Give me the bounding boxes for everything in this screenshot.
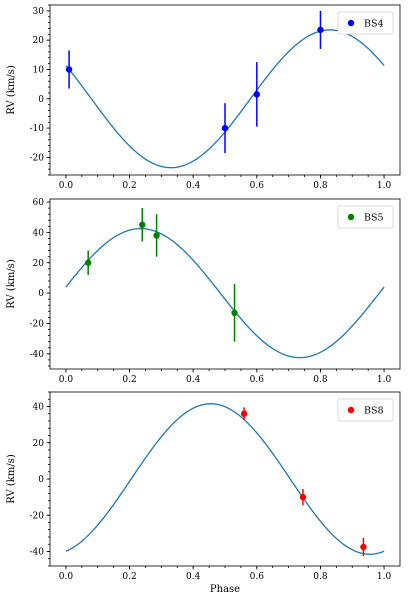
data-point	[317, 26, 324, 34]
x-tick-label: 0.8	[313, 375, 328, 385]
x-tick-label: 0.0	[59, 181, 74, 191]
data-point	[153, 232, 160, 239]
y-tick-label: -20	[30, 153, 45, 163]
y-tick-label: 20	[33, 439, 45, 449]
data-point	[299, 493, 307, 501]
legend-label: BS4	[364, 19, 384, 30]
legend-box	[337, 11, 394, 35]
x-tick-label: 0.2	[122, 181, 136, 191]
legend: BS4	[337, 11, 394, 35]
legend-label: BS5	[364, 213, 384, 224]
y-tick-label: 60	[33, 198, 45, 208]
rv-model-curve	[65, 403, 385, 555]
x-tick-label: 0.4	[186, 181, 201, 191]
y-axis-label: RV (km/s)	[6, 259, 17, 309]
y-tick-label: -10	[30, 124, 45, 134]
data-point	[84, 259, 92, 266]
chart-panel-1: 0.0 0.2 0.4 0.6 0.8 1.0 -20 -10 0 10 20 30 RV (km/s)…	[6, 4, 401, 191]
data-point	[65, 66, 73, 73]
legend-marker	[347, 19, 355, 27]
y-axis-label: RV (km/s)	[6, 65, 17, 115]
x-tick-label: 1.0	[377, 375, 392, 385]
y-tick-label: 0	[38, 475, 44, 485]
y-tick-label: 40	[33, 228, 45, 238]
x-tick-label: 1.0	[377, 181, 392, 191]
y-tick-label: 30	[33, 7, 45, 17]
y-tick-label: -20	[30, 511, 45, 521]
data-point	[221, 124, 229, 132]
x-axis-label: Phase	[210, 584, 240, 593]
y-tick-label: 10	[33, 65, 45, 75]
x-tick-label: 0.0	[59, 375, 74, 385]
y-tick-label: -20	[30, 319, 45, 329]
x-tick-label: 0.8	[313, 572, 328, 582]
x-tick-label: 0.6	[250, 375, 265, 385]
x-tick-label: 1.0	[377, 572, 392, 582]
x-tick-label: 0.2	[122, 375, 136, 385]
chart-panel-2: 0.0 0.2 0.4 0.6 0.8 1.0 -40 -20 0 20 40 60 RV (km/s)…	[6, 198, 401, 385]
x-tick-label: 0.8	[313, 181, 328, 191]
rv-model-curve	[65, 227, 385, 359]
x-tick-label: 0.6	[250, 181, 265, 191]
y-tick-label: -40	[30, 350, 45, 360]
x-tick-label: 0.4	[186, 375, 201, 385]
y-tick-label: 0	[38, 95, 44, 105]
data-point	[253, 91, 261, 98]
x-tick-label: 0.0	[59, 572, 74, 582]
y-tick-label: 20	[33, 36, 45, 46]
legend-marker	[347, 406, 355, 414]
data-point	[360, 543, 367, 551]
x-tick-label: 0.4	[186, 572, 201, 582]
y-tick-label: -40	[30, 548, 45, 558]
data-point	[231, 309, 238, 317]
legend-box	[337, 205, 394, 229]
legend-marker	[347, 213, 355, 221]
legend-box	[337, 398, 394, 422]
y-axis-label: RV (km/s)	[6, 454, 17, 504]
legend-label: BS8	[364, 406, 384, 417]
x-tick-label: 0.2	[122, 572, 136, 582]
data-point	[139, 221, 146, 229]
chart-panel-3: 0.0 0.2 0.4 0.6 0.8 1.0 -40 -20 0 20 40 RV (km/s) Ph…	[6, 391, 401, 595]
y-tick-label: 40	[33, 403, 45, 413]
legend: BS8	[337, 398, 394, 422]
legend: BS5	[337, 205, 394, 229]
data-point	[240, 410, 248, 417]
y-tick-label: 20	[33, 259, 45, 269]
y-tick-label: 0	[38, 289, 44, 299]
x-tick-label: 0.6	[250, 572, 265, 582]
